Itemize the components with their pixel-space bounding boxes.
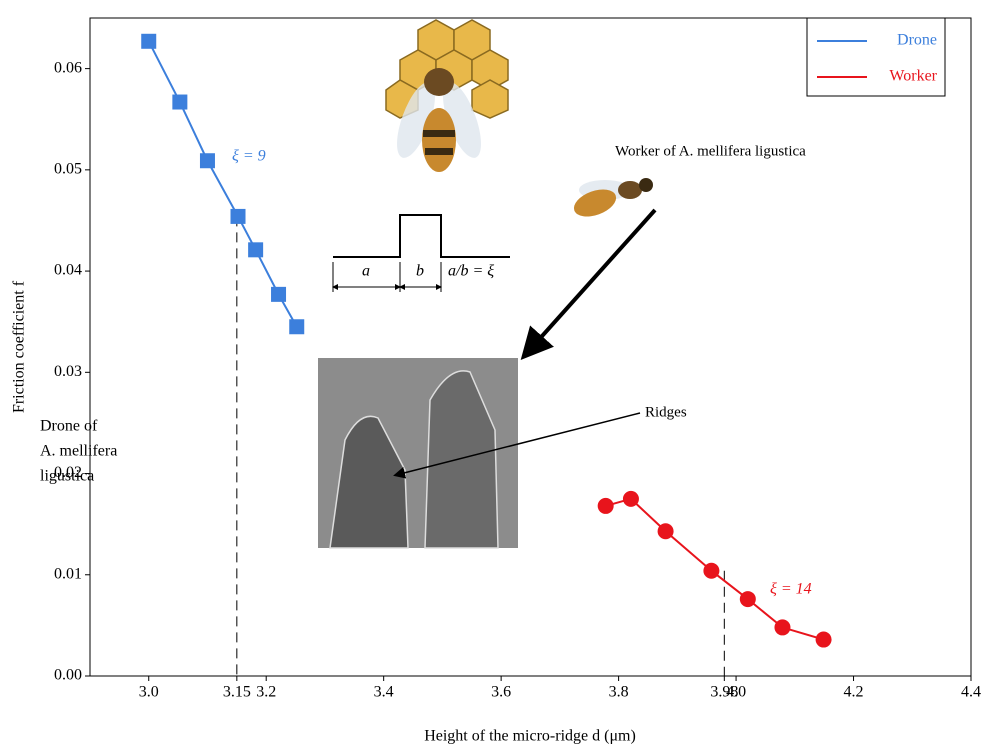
y-tick-label: 0.02 xyxy=(54,464,82,481)
annotation: ligustica xyxy=(40,468,94,485)
data-point xyxy=(622,490,639,507)
data-point xyxy=(703,562,720,579)
pointer-arrow xyxy=(393,412,641,479)
pointer-arrow xyxy=(520,208,657,360)
x-tick-label: 4.0 xyxy=(726,684,746,701)
data-point xyxy=(248,242,264,258)
data-point xyxy=(657,523,674,540)
y-tick-label: 0.05 xyxy=(54,161,82,178)
series-line xyxy=(147,40,298,328)
data-point xyxy=(230,208,246,224)
ridge-diagram xyxy=(332,214,510,292)
y-axis-label: Friction coefficient f xyxy=(11,280,28,413)
x-tick-label: 3.15 xyxy=(223,684,251,701)
diagram-label: b xyxy=(416,263,424,280)
data-point xyxy=(739,591,756,608)
y-tick-label: 0.01 xyxy=(54,565,82,582)
x-tick-label: 4.2 xyxy=(844,684,864,701)
annotation: ξ = 14 xyxy=(770,581,812,598)
legend-box xyxy=(806,17,946,97)
data-point xyxy=(271,286,287,302)
annotation: Drone of xyxy=(40,418,98,435)
sem-image xyxy=(318,358,518,549)
y-tick-label: 0.04 xyxy=(54,262,82,279)
plot-frame xyxy=(89,17,972,677)
x-tick-label: 3.4 xyxy=(374,684,394,701)
annotation: Worker of A. mellifera ligustica xyxy=(615,143,806,159)
x-tick-label: 3.0 xyxy=(139,684,159,701)
x-axis-label: Height of the micro-ridge d (μm) xyxy=(424,728,636,745)
x-tick-label: 3.98 xyxy=(710,684,738,701)
y-tick-label: 0.06 xyxy=(54,59,82,76)
annotation: A. mellifera xyxy=(40,443,117,460)
x-tick-label: 4.4 xyxy=(961,684,981,701)
data-point xyxy=(172,94,188,110)
annotation: ξ = 9 xyxy=(232,148,266,165)
data-point xyxy=(141,33,157,49)
diagram-label: a xyxy=(362,263,370,280)
x-tick-label: 3.8 xyxy=(609,684,629,701)
x-tick-label: 3.6 xyxy=(491,684,511,701)
diagram-label: a/b = ξ xyxy=(448,263,494,280)
x-tick-label: 3.2 xyxy=(256,684,276,701)
data-point xyxy=(289,319,305,335)
legend-label: Worker xyxy=(889,68,937,85)
y-tick-label: 0.03 xyxy=(54,363,82,380)
legend-label: Drone xyxy=(897,32,937,49)
data-point xyxy=(815,631,832,648)
annotation: Ridges xyxy=(645,404,687,420)
data-point xyxy=(199,153,215,169)
data-point xyxy=(597,497,614,514)
y-tick-label: 0.00 xyxy=(54,667,82,684)
honeycomb-bee-illustration xyxy=(385,19,509,172)
flying-bee-illustration xyxy=(573,178,653,217)
data-point xyxy=(774,619,791,636)
